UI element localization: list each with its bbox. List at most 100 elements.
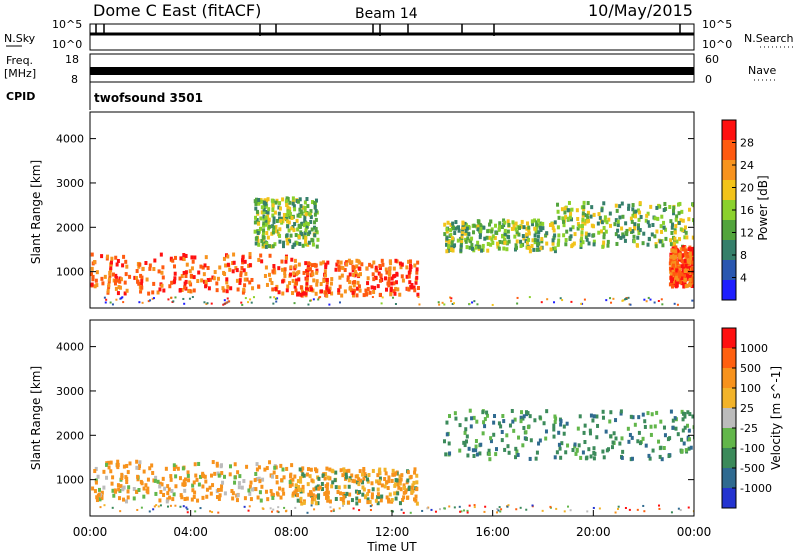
data-cell: [220, 471, 224, 476]
data-cell: [245, 277, 249, 282]
data-cell: [304, 212, 308, 217]
data-cell: [90, 252, 94, 257]
data-cell: [278, 206, 282, 211]
data-cell: [692, 203, 694, 208]
data-cell: [674, 275, 678, 280]
data-cell: [115, 262, 119, 267]
data-cell: [680, 259, 684, 264]
data-cell: [576, 226, 580, 231]
data-cell: [280, 478, 284, 483]
data-cell: [555, 450, 559, 455]
data-cell: [187, 288, 191, 293]
data-cell: [478, 245, 482, 250]
data-cell: [678, 280, 682, 285]
data-cell: [379, 498, 383, 503]
data-cell: [559, 455, 563, 460]
data-cell: [134, 276, 138, 281]
data-cell: [486, 248, 490, 253]
colorbar-segment: [722, 280, 736, 301]
data-cell: [553, 220, 557, 225]
data-cell: [671, 263, 675, 268]
data-cell: [209, 510, 212, 513]
colorbar-tick-label: 500: [740, 362, 761, 375]
data-cell: [589, 413, 593, 418]
data-cell: [487, 448, 491, 453]
data-cell: [321, 473, 325, 478]
data-cell: [142, 494, 146, 499]
data-cell: [688, 412, 692, 417]
data-cell: [548, 223, 552, 228]
data-cell: [140, 481, 144, 486]
data-cell: [669, 409, 673, 414]
data-cell: [306, 204, 310, 209]
data-cell: [497, 509, 500, 512]
data-cell: [186, 470, 190, 475]
data-cell: [293, 490, 297, 495]
data-cell: [511, 220, 515, 225]
data-cell: [362, 487, 366, 492]
data-cell: [296, 213, 300, 218]
data-cell: [678, 237, 682, 242]
data-cell: [122, 497, 126, 502]
data-cell: [562, 219, 566, 224]
colorbar-segment: [722, 120, 736, 141]
data-cell: [324, 472, 328, 477]
data-cell: [281, 197, 285, 202]
data-cell: [282, 212, 286, 217]
data-cell: [292, 228, 296, 233]
data-cell: [676, 432, 680, 437]
data-cell: [264, 215, 268, 220]
data-cell: [643, 424, 647, 429]
data-cell: [538, 438, 542, 443]
data-cell: [607, 447, 611, 452]
data-cell: [365, 266, 369, 271]
data-cell: [119, 484, 123, 489]
data-cell: [684, 269, 688, 274]
data-cell: [173, 276, 177, 281]
data-cell: [310, 496, 314, 501]
data-cell: [323, 273, 327, 278]
data-cell: [128, 461, 132, 466]
cpid-label: CPID: [6, 90, 35, 103]
data-cell: [312, 487, 316, 492]
data-cell: [353, 269, 357, 274]
data-cell: [567, 200, 571, 205]
data-cell: [332, 508, 335, 511]
data-cell: [305, 286, 309, 291]
data-cell: [407, 274, 411, 279]
data-cell: [533, 418, 537, 423]
data-cell: [137, 465, 141, 470]
data-cell: [301, 487, 305, 492]
data-cell: [162, 288, 166, 293]
data-cell: [537, 218, 541, 223]
data-cell: [320, 289, 324, 294]
data-cell: [270, 198, 274, 203]
data-cell: [484, 505, 487, 508]
data-cell: [379, 273, 383, 278]
data-cell: [235, 268, 239, 273]
data-cell: [191, 488, 195, 493]
data-cell: [319, 282, 323, 287]
data-cell: [360, 262, 364, 267]
data-cell: [167, 487, 171, 492]
data-cell: [517, 435, 521, 440]
data-cell: [314, 226, 318, 231]
data-cell: [520, 224, 524, 229]
data-cell: [119, 510, 122, 513]
data-cell: [407, 259, 411, 264]
data-cell: [585, 455, 589, 460]
data-cell: [629, 414, 633, 419]
data-cell: [566, 216, 570, 221]
data-cell: [627, 203, 631, 208]
data-cell: [669, 238, 673, 243]
data-cell: [549, 505, 552, 508]
data-cell: [231, 261, 235, 266]
data-cell: [103, 274, 107, 279]
data-cell: [310, 270, 314, 275]
data-cell: [660, 298, 663, 301]
data-cell: [669, 219, 673, 224]
data-cell: [199, 264, 203, 269]
data-cell: [137, 488, 141, 493]
data-cell: [232, 252, 236, 257]
data-cell: [298, 241, 302, 246]
